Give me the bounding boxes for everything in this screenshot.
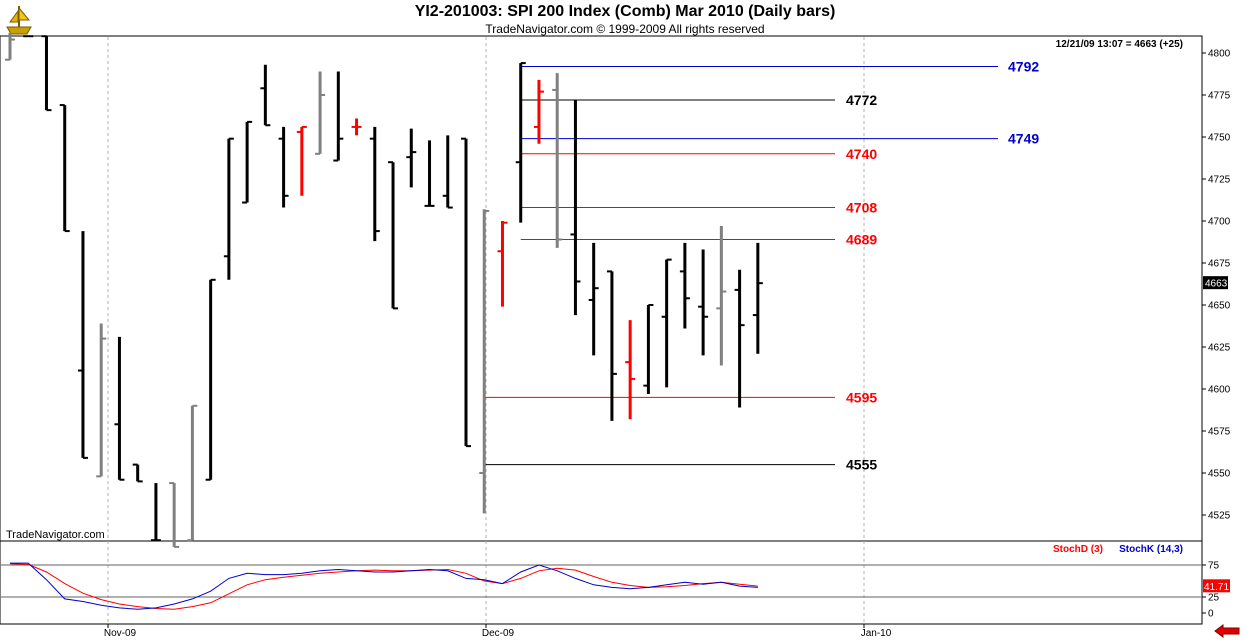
level-label: 4595 <box>846 389 877 405</box>
x-tick-label: Nov-09 <box>104 628 137 639</box>
y-tick-label: 4700 <box>1208 217 1231 228</box>
price-panel <box>0 35 1203 542</box>
level-label: 4772 <box>846 92 877 108</box>
x-tick-label: Dec-09 <box>482 628 515 639</box>
stochastic-tick-label: 75 <box>1208 561 1220 572</box>
y-tick-label: 4750 <box>1208 133 1231 144</box>
y-tick-label: 4550 <box>1208 469 1231 480</box>
y-tick-label: 4625 <box>1208 343 1231 354</box>
x-tick-label: Jan-10 <box>861 628 892 639</box>
level-label: 4708 <box>846 200 877 216</box>
time-axis: Nov-09 Dec-09 Jan-10 <box>104 624 892 639</box>
stochastic-lines: StochD (3) StochK (14,3) <box>1 544 1201 610</box>
y-tick-label: 4650 <box>1208 301 1231 312</box>
stochastic-series-line <box>9 563 758 610</box>
level-lines: 4792 4772 4749 4740 4708 4689 4595 4555 <box>484 58 1039 473</box>
y-tick-label: 4775 <box>1208 91 1231 102</box>
stochastic-tick-label: 0 <box>1208 609 1214 620</box>
y-tick-label: 4525 <box>1208 511 1231 522</box>
y-tick-label: 4675 <box>1208 259 1231 270</box>
level-label: 4740 <box>846 146 877 162</box>
stochastic-series-line <box>10 562 758 610</box>
stochastic-last-box <box>1203 579 1230 593</box>
quote-label: 12/21/09 13:07 = 4663 (+25) <box>1056 39 1183 50</box>
y-tick-label: 4575 <box>1208 427 1231 438</box>
watermark-label: TradeNavigator.com <box>6 529 105 541</box>
stochastic-tick-label: 25 <box>1208 593 1220 604</box>
chart-title: YI2-201003: SPI 200 Index (Comb) Mar 201… <box>414 3 836 20</box>
y-tick-label: 4600 <box>1208 385 1231 396</box>
chart-subtitle: TradeNavigator.com © 1999-2009 All right… <box>485 22 765 36</box>
left-arrow-icon[interactable] <box>1213 624 1241 638</box>
stochastic-panel <box>0 540 1203 625</box>
level-label: 4792 <box>1008 58 1039 74</box>
ship-logo-icon <box>4 3 34 37</box>
price-axis: 4525 4550 4575 4600 4625 4650 4675 4700 4725 4750… <box>1202 49 1231 522</box>
last-price-label: 4663 <box>1205 279 1228 290</box>
y-tick-label: 4725 <box>1208 175 1231 186</box>
price-bars <box>5 32 763 548</box>
y-tick-label: 4800 <box>1208 49 1231 60</box>
level-label: 4749 <box>1008 131 1039 147</box>
stochastic-last-label: 41.71 <box>1204 582 1229 593</box>
level-label: 4689 <box>846 231 877 247</box>
last-price-box <box>1203 276 1228 290</box>
stochastic-axis: 0 25 75 41.71 <box>1202 561 1230 620</box>
stochd-legend: StochD (3) <box>1053 544 1103 555</box>
level-label: 4555 <box>846 457 877 473</box>
gridlines <box>107 37 865 623</box>
stochk-legend: StochK (14,3) <box>1119 544 1183 555</box>
